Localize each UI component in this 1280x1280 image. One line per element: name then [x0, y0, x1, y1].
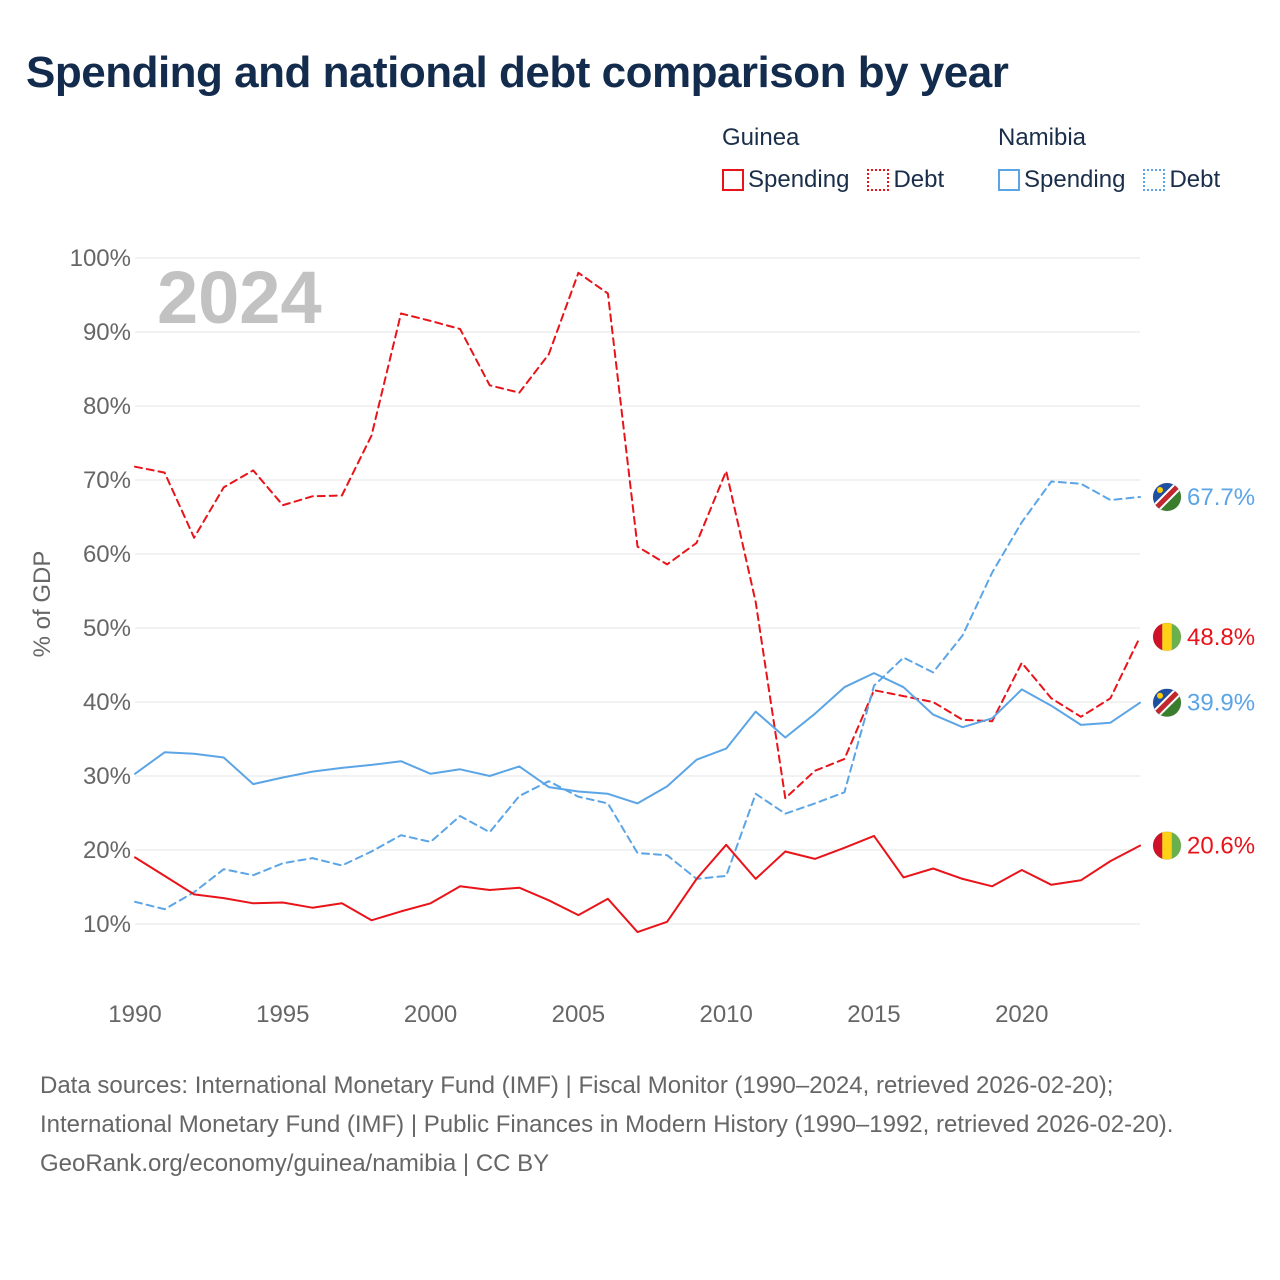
y-tick-label: 90%	[83, 319, 131, 346]
y-axis-label: % of GDP	[29, 551, 56, 658]
attribution: GeoRank.org/economy/guinea/namibia | CC …	[40, 1150, 550, 1177]
x-tick-label: 2010	[699, 1001, 752, 1028]
line-chart: 2024 10% 20% 30% 40% 50% 60% 70% 80% 90% 100% 199…	[29, 245, 1255, 1028]
end-value-label: 67.7%	[1187, 484, 1255, 511]
end-markers: 48.8% 67.7% 39.9% 20.6%	[1152, 482, 1255, 861]
y-axis-ticks: 10% 20% 30% 40% 50% 60% 70% 80% 90% 100%	[70, 245, 131, 938]
year-watermark: 2024	[157, 256, 322, 339]
y-tick-label: 60%	[83, 541, 131, 568]
legend-namibia-spending[interactable]: Spending	[998, 166, 1125, 194]
end-value-label: 39.9%	[1187, 690, 1255, 717]
end-value-label: 48.8%	[1187, 624, 1255, 651]
legend-country-namibia: Namibia	[998, 124, 1087, 151]
y-tick-label: 80%	[83, 393, 131, 420]
y-tick-label: 10%	[83, 911, 131, 938]
series-lines	[134, 271, 1141, 934]
x-tick-label: 2000	[404, 1001, 457, 1028]
legend-group-guinea: Guinea Spending Debt	[722, 124, 944, 194]
series-line-guinea-debt	[134, 271, 1141, 800]
legend-swatch-solid-icon	[998, 169, 1020, 191]
y-tick-label: 50%	[83, 615, 131, 642]
y-tick-label: 40%	[83, 689, 131, 716]
legend-group-namibia: Namibia Spending Debt	[998, 124, 1220, 194]
namibia-flag-icon	[1152, 482, 1182, 512]
legend-label: Spending	[748, 166, 850, 193]
footer: Data sources: International Monetary Fun…	[40, 1066, 1240, 1183]
x-tick-label: 2015	[847, 1001, 900, 1028]
chart-title: Spending and national debt comparison by…	[26, 48, 1009, 97]
legend-namibia-debt[interactable]: Debt	[1143, 166, 1220, 194]
legend-guinea-debt[interactable]: Debt	[867, 166, 944, 194]
end-value-label: 20.6%	[1187, 833, 1255, 860]
guinea-flag-icon	[1152, 622, 1182, 652]
grid-lines	[135, 257, 1140, 925]
y-tick-label: 30%	[83, 763, 131, 790]
legend-label: Debt	[893, 166, 945, 193]
x-tick-label: 1990	[108, 1001, 161, 1028]
legend-label: Spending	[1024, 166, 1126, 193]
legend-swatch-dotted-icon	[867, 169, 890, 191]
x-tick-label: 1995	[256, 1001, 309, 1028]
series-line-guinea-spending	[134, 834, 1141, 934]
legend-country-guinea: Guinea	[722, 124, 800, 151]
legend-guinea-spending[interactable]: Spending	[722, 166, 849, 194]
guinea-flag-icon	[1152, 831, 1182, 861]
series-line-namibia-spending	[134, 672, 1141, 805]
namibia-flag-icon	[1152, 688, 1182, 718]
series-line-namibia-debt	[134, 480, 1141, 911]
legend-swatch-dotted-icon	[1143, 169, 1166, 191]
legend-swatch-solid-icon	[722, 169, 744, 191]
x-axis-ticks: 1990 1995 2000 2005 2010 2015 2020	[108, 1001, 1048, 1028]
y-tick-label: 20%	[83, 837, 131, 864]
data-sources: Data sources: International Monetary Fun…	[40, 1072, 1174, 1138]
y-tick-label: 70%	[83, 467, 131, 494]
x-tick-label: 2005	[552, 1001, 605, 1028]
x-tick-label: 2020	[995, 1001, 1048, 1028]
legend-label: Debt	[1169, 166, 1221, 193]
y-tick-label: 100%	[70, 245, 131, 272]
